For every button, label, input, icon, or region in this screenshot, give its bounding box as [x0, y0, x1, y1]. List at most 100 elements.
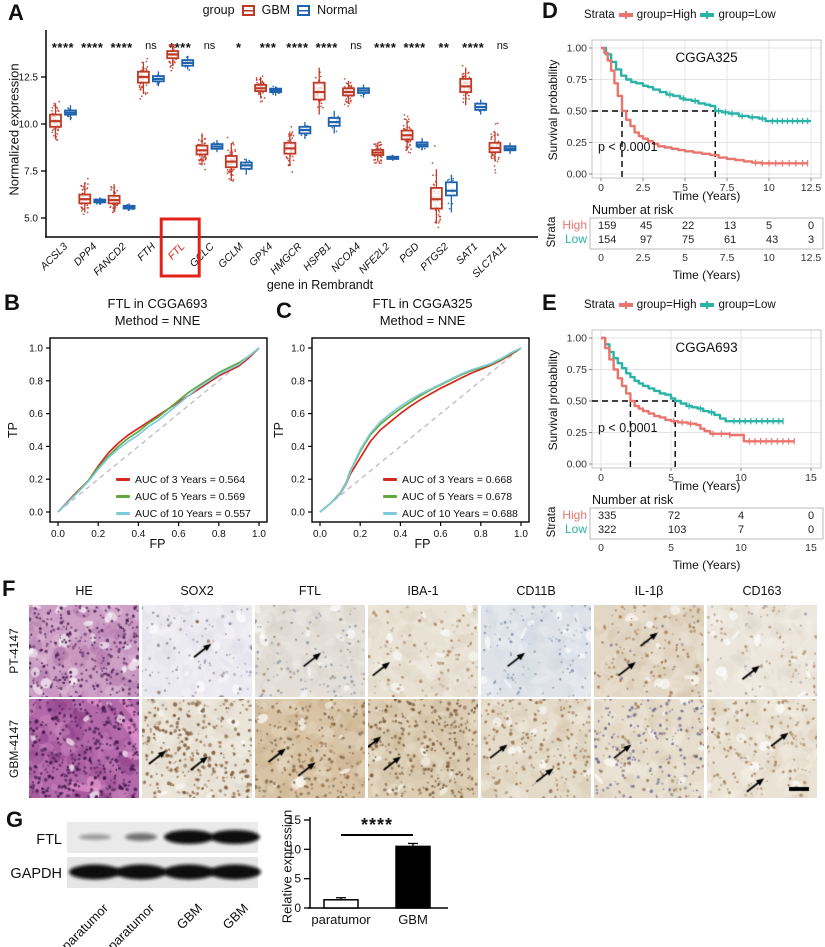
strata-legend-title: Strata — [584, 9, 615, 21]
legend-title: group — [202, 3, 235, 17]
svg-text:*: * — [236, 40, 242, 55]
svg-text:GCLC: GCLC — [187, 240, 216, 269]
svg-text:5: 5 — [766, 220, 772, 232]
svg-text:Low: Low — [565, 522, 587, 536]
svg-text:0.25: 0.25 — [567, 427, 588, 439]
svg-text:154: 154 — [598, 234, 616, 246]
svg-text:GBM: GBM — [398, 912, 428, 927]
svg-text:FANCD2: FANCD2 — [91, 241, 129, 279]
d-strata-axis-label: Strata — [546, 216, 558, 248]
group-high-label: group=High — [636, 9, 697, 21]
svg-text:****: **** — [316, 40, 339, 55]
svg-text:0: 0 — [808, 220, 814, 232]
group-legend: group GBM Normal — [130, 3, 430, 17]
svg-text:0.4: 0.4 — [29, 442, 43, 453]
svg-text:1.00: 1.00 — [567, 43, 588, 55]
panel-d-label: D — [542, 0, 558, 23]
b-x-axis-title: FP — [149, 537, 166, 551]
svg-text:2.5: 2.5 — [636, 252, 651, 264]
b-title: FTL in CGGA693 — [107, 296, 208, 311]
svg-text:0.0: 0.0 — [313, 529, 327, 540]
svg-text:0.50: 0.50 — [567, 106, 588, 118]
svg-text:GBM: GBM — [220, 901, 252, 933]
column-header-cd11b: CD11B — [516, 584, 556, 598]
svg-text:paratumor: paratumor — [311, 912, 371, 927]
roc-chart-cgga693: 0.0 0.2 0.4 0.6 0.8 1.0 0.0 0.2 0.4 0.6 0.8 1.0 — [29, 337, 268, 540]
svg-text:335: 335 — [598, 510, 616, 522]
svg-text:0.75: 0.75 — [567, 74, 588, 86]
svg-text:10.0: 10.0 — [19, 120, 39, 131]
svg-text:4: 4 — [738, 510, 744, 522]
svg-text:**: ** — [438, 40, 450, 55]
column-header-he: HE — [75, 584, 93, 598]
auc-10y-dash-icon — [116, 512, 130, 515]
svg-text:****: **** — [81, 40, 104, 55]
blot-target-ftl: FTL — [36, 832, 62, 848]
group-low-label: group=Low — [718, 299, 776, 311]
svg-text:103: 103 — [668, 524, 686, 536]
strata-legend-title: Strata — [584, 299, 615, 311]
km-chart-cgga325: 1.00 0.75 0.50 0.25 0.00 0 2.5 5 7.5 10 12.5 High 15… — [562, 39, 824, 264]
stain-tile-IBA-1-PT-4147 — [368, 605, 478, 697]
svg-text:10: 10 — [735, 472, 747, 484]
svg-text:0.75: 0.75 — [567, 364, 588, 376]
c-y-axis-title: TP — [272, 422, 286, 438]
svg-text:NFE2L2: NFE2L2 — [357, 241, 393, 277]
svg-text:10: 10 — [763, 252, 775, 264]
group-low-label: group=Low — [718, 9, 776, 21]
b-subtitle: Method = NNE — [114, 313, 201, 328]
a-y-axis-title: Normalized expression — [6, 63, 22, 196]
svg-text:10: 10 — [763, 182, 775, 194]
c-auc-legend: AUC of 3 Years = 0.668 AUC of 5 Years = … — [383, 471, 518, 522]
panel-c-roc-cgga325: 0.0 0.2 0.4 0.6 0.8 1.0 0.0 0.2 0.4 0.6 0.8 1.0 C F… — [270, 290, 540, 580]
svg-text:61: 61 — [724, 234, 736, 246]
panel-e-survival-cgga693: 1.00 0.75 0.50 0.25 0.00 0 5 10 15 High 335 72 4 0 Low… — [540, 290, 825, 580]
a-x-axis-title: gene in Rembrandt — [266, 278, 374, 292]
km-chart-cgga693: 1.00 0.75 0.50 0.25 0.00 0 5 10 15 High 335 72 4 0 Low… — [562, 329, 824, 554]
svg-text:12.5: 12.5 — [801, 182, 822, 194]
svg-text:0.0: 0.0 — [29, 508, 43, 519]
panel-d-survival-cgga325: 1.00 0.75 0.50 0.25 0.00 0 2.5 5 7.5 10 12.5 High 15… — [540, 0, 825, 290]
g-bar-y-axis-title: Relative expression — [279, 809, 295, 924]
svg-text:1.0: 1.0 — [252, 529, 266, 540]
expression-bar-chart: 0 5 10 15 paratumor GBM **** — [288, 813, 448, 927]
d-x-axis-title: Time (Years) — [672, 189, 741, 203]
stain-tile-IL-1β-GBM-4147 — [594, 699, 704, 798]
stain-tile-IL-1β-PT-4147 — [594, 605, 704, 697]
svg-text:ns: ns — [145, 40, 157, 52]
stain-tile-HE-GBM-4147 — [29, 699, 139, 798]
b-y-axis-title: TP — [6, 422, 20, 438]
svg-text:0.8: 0.8 — [212, 529, 226, 540]
column-header-iba1: IBA-1 — [407, 584, 439, 598]
svg-text:1.0: 1.0 — [291, 344, 305, 355]
panel-a-expression-boxplot: 5.0 7.5 10.0 12.5 **** ACSL3 **** DPP4 **** FANCD… — [0, 0, 540, 295]
svg-text:15: 15 — [805, 472, 817, 484]
svg-text:****: **** — [286, 40, 309, 55]
svg-text:322: 322 — [598, 524, 616, 536]
d-pvalue: p < 0.0001 — [598, 140, 658, 154]
auc-5y-label: AUC of 5 Years = 0.569 — [135, 490, 246, 503]
svg-text:10: 10 — [288, 842, 302, 856]
roc-chart-cgga325: 0.0 0.2 0.4 0.6 0.8 1.0 0.0 0.2 0.4 0.6 0.8 1.0 — [291, 337, 530, 540]
svg-text:0.0: 0.0 — [291, 508, 305, 519]
svg-text:0.8: 0.8 — [29, 376, 43, 387]
auc-3y-dash-icon — [383, 478, 397, 481]
stain-tile-SOX2-GBM-4147 — [142, 699, 252, 798]
panel-e-label: E — [542, 290, 557, 315]
e-strata-legend: Strata group=High group=Low — [584, 299, 776, 311]
panel-f-label: F — [2, 576, 16, 601]
auc-3y-dash-icon — [116, 478, 130, 481]
svg-text:****: **** — [52, 40, 75, 55]
svg-text:****: **** — [462, 40, 485, 55]
svg-text:****: **** — [374, 40, 397, 55]
svg-text:2.5: 2.5 — [636, 182, 651, 194]
svg-text:0.0: 0.0 — [51, 529, 65, 540]
svg-text:0.2: 0.2 — [29, 475, 43, 486]
svg-text:0.6: 0.6 — [434, 529, 448, 540]
svg-text:0.2: 0.2 — [291, 475, 305, 486]
svg-text:HSPB1: HSPB1 — [301, 241, 334, 274]
stain-tile-FTL-GBM-4147 — [255, 699, 365, 798]
auc-10y-row: AUC of 10 Years = 0.557 — [116, 505, 251, 522]
svg-text:15: 15 — [805, 542, 817, 554]
c-subtitle: Method = NNE — [379, 313, 466, 328]
